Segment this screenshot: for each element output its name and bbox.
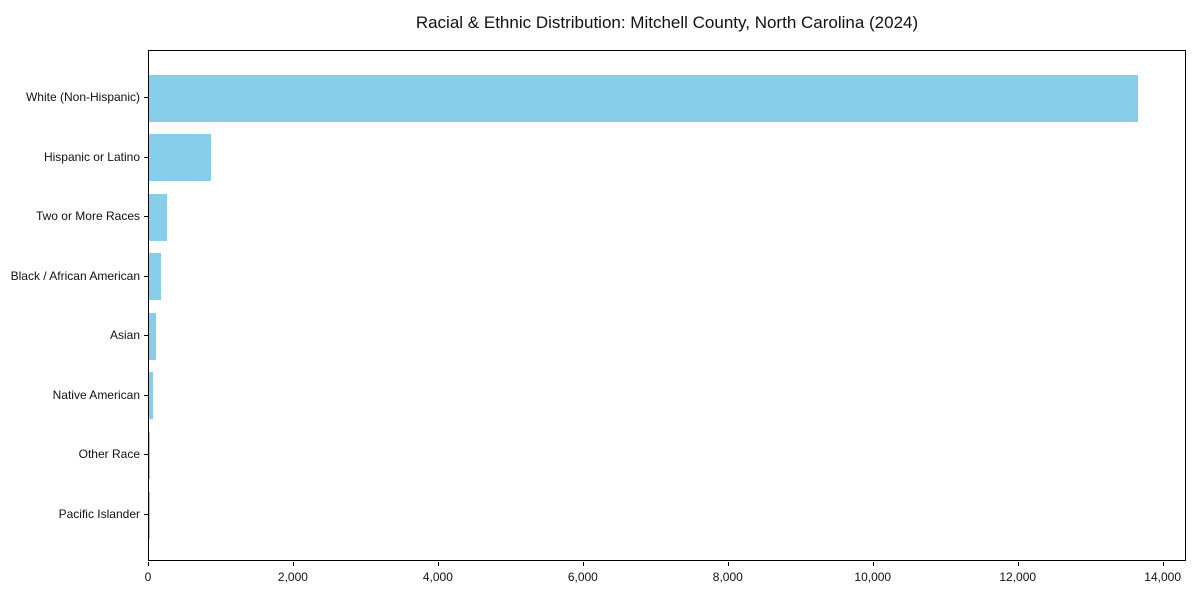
x-tick-label: 4,000 <box>422 570 453 584</box>
y-tick-mark <box>144 454 148 456</box>
x-tick-mark <box>292 562 294 566</box>
y-tick-label: Native American <box>52 387 140 402</box>
y-tick-mark <box>144 394 148 396</box>
y-tick-label: Black / African American <box>10 268 140 283</box>
bar-other-race <box>149 431 151 479</box>
x-tick-mark <box>582 562 584 566</box>
x-tick-label: 12,000 <box>999 570 1037 584</box>
y-tick-mark <box>144 275 148 277</box>
bar-hispanic-or-latino <box>149 134 211 182</box>
x-tick-mark <box>1162 562 1164 566</box>
y-tick-label: Two or More Races <box>35 209 140 224</box>
y-tick-label: Hispanic or Latino <box>43 149 140 164</box>
x-tick-mark <box>148 562 149 566</box>
x-tick-mark <box>727 562 729 566</box>
x-tick-mark <box>1017 562 1019 566</box>
y-tick-label: Pacific Islander <box>58 507 140 521</box>
y-tick-label: Other Race <box>78 447 140 462</box>
bar-native-american <box>149 372 153 420</box>
x-tick-mark <box>872 562 874 566</box>
y-tick-mark <box>144 335 148 337</box>
y-tick-mark <box>144 97 148 98</box>
x-tick-label: 10,000 <box>854 570 892 584</box>
x-tick-mark <box>437 562 439 566</box>
chart-title: Racial & Ethnic Distribution: Mitchell C… <box>415 13 919 32</box>
bar-asian <box>149 312 156 360</box>
x-tick-label: 0 <box>144 570 152 584</box>
y-tick-mark <box>144 514 148 515</box>
x-tick-label: 2,000 <box>277 570 308 584</box>
x-tick-label: 14,000 <box>1144 570 1182 584</box>
y-tick-label: Asian <box>109 328 140 343</box>
bar-two-or-more-races <box>149 193 168 241</box>
bar-white-non-hispanic <box>149 74 1138 122</box>
y-tick-label: White (Non-Hispanic) <box>25 90 140 104</box>
x-tick-label: 8,000 <box>712 570 743 584</box>
x-tick-label: 6,000 <box>567 570 598 584</box>
y-tick-mark <box>144 216 148 218</box>
plot-area <box>148 50 1186 561</box>
y-tick-mark <box>144 156 148 158</box>
bar-black-african-american <box>149 253 161 301</box>
